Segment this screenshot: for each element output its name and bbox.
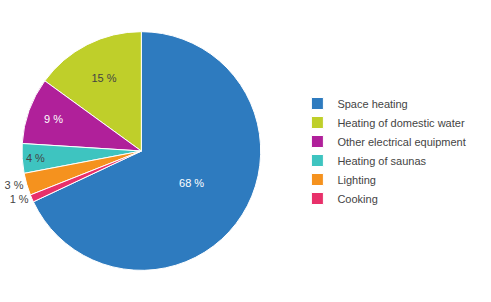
svg-text:3 %: 3 %	[5, 179, 24, 191]
svg-text:68 %: 68 %	[179, 177, 204, 189]
svg-text:15 %: 15 %	[91, 72, 116, 84]
svg-text:Lighting: Lighting	[337, 174, 376, 186]
svg-text:Space heating: Space heating	[337, 98, 407, 110]
svg-text:Other electrical equipment: Other electrical equipment	[337, 136, 465, 148]
svg-text:Heating of domestic water: Heating of domestic water	[337, 117, 465, 129]
svg-text:4 %: 4 %	[26, 152, 45, 164]
svg-text:Heating of saunas: Heating of saunas	[337, 155, 426, 167]
svg-text:Cooking: Cooking	[337, 193, 377, 205]
svg-text:1 %: 1 %	[10, 193, 29, 205]
svg-text:9 %: 9 %	[44, 113, 63, 125]
